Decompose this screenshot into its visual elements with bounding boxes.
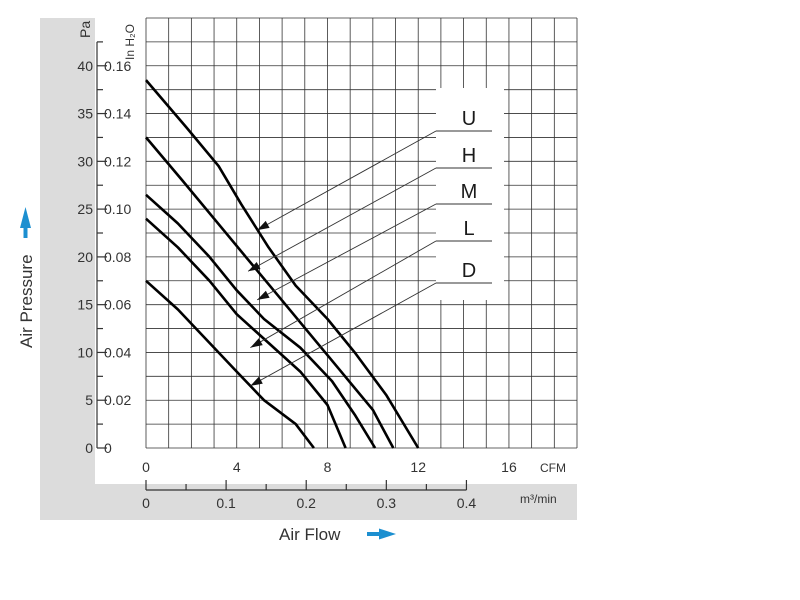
curve-d [145,279,315,449]
x-tick-label-cfm: 0 [142,459,150,475]
leader-arrowhead-h [248,261,261,272]
x-axis-title: Air Flow [279,525,341,544]
x-axis: 0 4 8 12 16 0 0.1 0.2 0.3 0.4 [142,459,517,511]
x-tick-label-cfm: 12 [410,459,426,475]
y-tick-label-pa: 40 [77,58,93,74]
y-tick-label-pa: 25 [77,201,93,217]
y-tick-label-pa: 5 [85,392,93,408]
y-axis: 0 5 10 15 20 25 30 35 40 0 0.02 0.04 0.06 0.08 0.10 0.1… [77,41,131,456]
y-tick-label-inh2o: 0.16 [104,58,131,74]
y-tick-label-pa: 30 [77,153,93,169]
y-tick-label-inh2o: 0.14 [104,106,131,122]
leader-arrowhead-l [250,338,263,348]
x-axis-strip [95,448,577,484]
y-tick-label-inh2o: 0.10 [104,201,131,217]
y-tick-label-pa: 0 [85,440,93,456]
y-unit-pa: Pa [77,21,93,38]
leader-arrowhead-d [250,376,263,386]
y-tick-label-inh2o: 0 [104,440,112,456]
y-tick-label-pa: 10 [77,344,93,360]
y-unit-inh2o: In H₂O [123,24,137,60]
x-tick-label-cfm: 16 [501,459,517,475]
legend-box [436,88,504,300]
y-tick-label-pa: 15 [77,297,93,313]
x-tick-label-m3min: 0.1 [216,495,236,511]
x-tick-label-cfm: 8 [324,459,332,475]
x-tick-label-cfm: 4 [233,459,241,475]
y-tick-label-inh2o: 0.08 [104,249,131,265]
curve-u [145,79,420,449]
y-tick-label-inh2o: 0.12 [104,153,131,169]
x-tick-label-m3min: 0.3 [377,495,397,511]
y-arrow-icon [20,207,31,228]
curve-l [145,217,347,449]
leader-line-u [256,130,437,231]
leader-arrowhead-u [257,220,270,231]
legend-label-h: H [462,145,476,167]
leader-line-l [250,240,437,349]
legend-label-l: L [463,218,474,240]
y-axis-title: Air Pressure [17,254,36,348]
y-tick-label-pa: 20 [77,249,93,265]
x-tick-label-m3min: 0.4 [457,495,477,511]
x-tick-label-m3min: 0.2 [296,495,316,511]
leader-line-d [250,282,437,387]
curve-m [145,193,377,449]
curves [145,79,420,449]
legend-label-d: D [462,260,476,282]
y-tick-label-inh2o: 0.06 [104,297,131,313]
leader-line-h [247,167,437,272]
curve-h [145,136,395,449]
y-tick-label-inh2o: 0.02 [104,392,131,408]
y-tick-label-inh2o: 0.04 [104,344,131,360]
leader-arrowhead-m [257,290,270,300]
y-tick-label-pa: 35 [77,106,93,122]
y-axis-strip [95,18,146,484]
x-arrow-shaft [367,532,381,536]
leader-line-m [256,203,437,301]
legend-label-u: U [462,108,476,130]
x-arrow-icon [379,528,396,540]
legend-label-m: M [461,181,478,203]
x-tick-label-m3min: 0 [142,495,150,511]
x-unit-m3min: m³/min [520,492,557,506]
x-unit-cfm: CFM [540,461,566,475]
y-arrow-shaft [23,226,28,238]
